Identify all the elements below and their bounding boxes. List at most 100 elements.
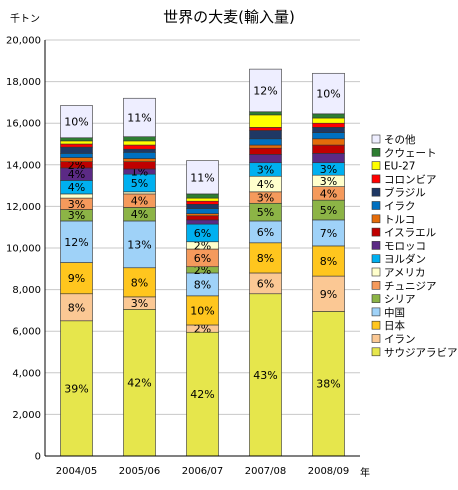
bar-segment xyxy=(60,146,93,154)
legend-label: EU-27 xyxy=(384,161,415,173)
segment-label: 8% xyxy=(194,278,211,291)
segment-label: 4% xyxy=(68,181,85,194)
legend-label: チュニジア xyxy=(384,280,437,292)
y-tick-label: 2,000 xyxy=(12,410,41,421)
segment-label: 10% xyxy=(64,116,88,129)
bar-segment xyxy=(186,215,219,221)
segment-label: 13% xyxy=(127,238,151,251)
bar-segment xyxy=(60,262,93,295)
bar-segment xyxy=(249,144,282,149)
y-tick-label: 12,000 xyxy=(6,202,41,213)
bar-segment xyxy=(60,220,93,263)
segment-label: 42% xyxy=(190,388,214,401)
bar-segment xyxy=(60,137,93,142)
y-tick-label: 4,000 xyxy=(12,368,41,379)
bar-segment xyxy=(312,245,345,277)
bar-segment xyxy=(249,68,282,113)
bar-segment xyxy=(186,213,219,217)
x-tick-label: 2004/05 xyxy=(56,466,98,477)
legend-swatch xyxy=(371,214,381,224)
bar-segment xyxy=(249,242,282,274)
legend-swatch xyxy=(371,307,381,317)
segment-label: 8% xyxy=(131,276,148,289)
legend-label: クウェート xyxy=(384,147,437,159)
segment-label: 3% xyxy=(68,209,85,222)
bar-segment xyxy=(123,152,156,159)
legend-swatch xyxy=(371,294,381,303)
legend-label: コロンビア xyxy=(384,174,437,186)
bar-segment xyxy=(123,144,156,150)
bar-segment xyxy=(123,191,156,195)
segment-label: 6% xyxy=(257,226,274,239)
segment-label: 4% xyxy=(68,168,85,181)
y-tick-label: 14,000 xyxy=(6,160,41,171)
bar-segment xyxy=(249,293,282,457)
segment-label: 5% xyxy=(320,204,337,217)
bar-segment xyxy=(186,295,219,326)
segment-label: 11% xyxy=(127,111,151,124)
bar-segment xyxy=(60,105,93,139)
bar-segment xyxy=(249,138,282,146)
bar-segment xyxy=(60,143,93,148)
legend-label: サウジアラビア xyxy=(384,347,458,359)
bar-segment xyxy=(123,140,156,146)
legend-label: 中国 xyxy=(384,306,405,319)
segment-label: 7% xyxy=(320,227,337,240)
bar-segment xyxy=(312,311,345,457)
bar-segment xyxy=(60,157,93,162)
segment-label: 6% xyxy=(257,277,274,290)
legend-swatch xyxy=(371,254,381,263)
bar-segment xyxy=(60,193,93,199)
bar-segment xyxy=(123,309,156,457)
legend-label: ヨルダン xyxy=(384,253,426,266)
legend-label: ブラジル xyxy=(384,186,426,199)
legend-swatch xyxy=(371,161,381,170)
x-tick-label: 2005/06 xyxy=(119,466,161,477)
segment-label: 38% xyxy=(316,378,340,391)
bar-segment xyxy=(186,204,219,209)
bar-segment xyxy=(60,140,93,145)
segment-label: 8% xyxy=(257,252,274,265)
bar-segment xyxy=(312,117,345,124)
bar-segment xyxy=(186,197,219,202)
y-tick-label: 8,000 xyxy=(12,285,41,296)
bar-segment xyxy=(123,158,156,162)
y-tick-label: 16,000 xyxy=(6,119,41,130)
y-tick-label: 0 xyxy=(35,452,41,463)
segment-label: 8% xyxy=(68,301,85,314)
legend-label: モロッコ xyxy=(384,240,426,252)
bar-segment xyxy=(312,138,345,146)
bar-segment xyxy=(312,144,345,154)
segment-label: 4% xyxy=(320,187,337,200)
segment-label: 10% xyxy=(316,88,340,101)
segment-label: 3% xyxy=(131,297,148,310)
bar-segment xyxy=(312,127,345,133)
legend-swatch xyxy=(371,334,381,343)
bar-segment xyxy=(123,161,156,170)
bar-segment xyxy=(186,219,219,225)
segment-label: 12% xyxy=(253,84,277,97)
legend-label: イラン xyxy=(384,334,416,346)
legend-swatch xyxy=(371,227,381,237)
y-axis-unit: 千トン xyxy=(10,13,40,25)
bar-segment xyxy=(186,208,219,214)
x-tick-label: 2006/07 xyxy=(182,466,224,477)
legend-swatch xyxy=(371,174,381,184)
x-axis-unit: 年 xyxy=(360,466,370,479)
segment-label: 2% xyxy=(68,159,85,172)
bar-segment xyxy=(186,193,219,199)
legend-label: アメリカ xyxy=(384,267,425,279)
bar-segment xyxy=(249,147,282,155)
bar-segment xyxy=(123,136,156,142)
segment-label: 11% xyxy=(190,171,214,184)
legend-label: その他 xyxy=(384,133,416,146)
segment-label: 2% xyxy=(194,239,211,252)
segment-label: 3% xyxy=(257,192,274,205)
bar-segment xyxy=(249,114,282,128)
bar-segment xyxy=(249,154,282,164)
bar-segment xyxy=(312,113,345,119)
legend-swatch xyxy=(371,134,381,144)
y-axis-ticks: 0 2,000 4,000 6,000 8,000 10,000 12,000 14,000 1… xyxy=(6,36,41,463)
segment-label: 43% xyxy=(253,369,277,382)
